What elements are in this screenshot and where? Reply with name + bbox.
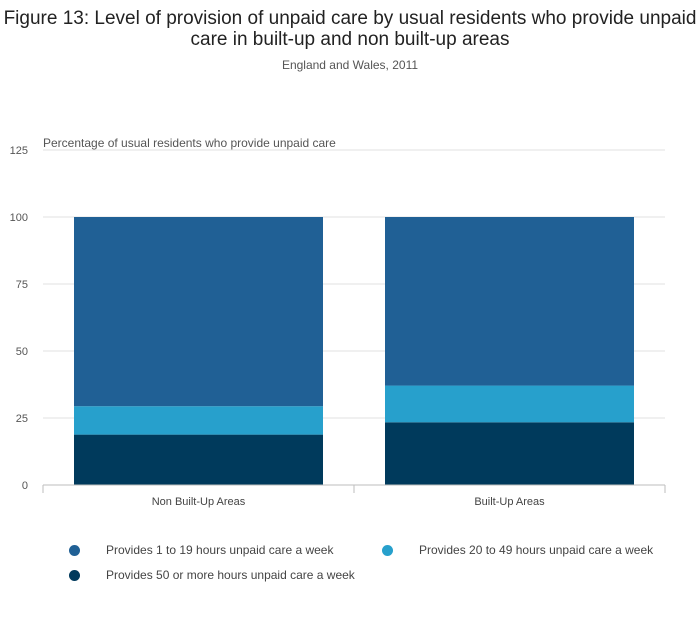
y-axis-label: Percentage of usual residents who provid… bbox=[43, 136, 336, 150]
y-tick-label-50: 50 bbox=[16, 346, 28, 358]
x-tick-label-1: Non Built-Up Areas bbox=[152, 496, 246, 508]
chart-subtitle: England and Wales, 2011 bbox=[281, 58, 419, 72]
bar-2-segment-1 bbox=[385, 422, 634, 485]
y-tick-label-100: 100 bbox=[10, 212, 28, 224]
y-tick-label-25: 25 bbox=[16, 413, 28, 425]
y-tick-label-0: 0 bbox=[22, 480, 28, 492]
y-tick-label-125: 125 bbox=[10, 145, 28, 157]
bar-1-segment-3 bbox=[74, 217, 323, 407]
bar-1-segment-1 bbox=[74, 434, 323, 485]
x-tick-label-2: Built-Up Areas bbox=[474, 496, 545, 508]
bar-2-segment-3 bbox=[385, 217, 634, 386]
y-tick-label-75: 75 bbox=[16, 279, 28, 291]
bar-1-segment-2 bbox=[74, 406, 323, 435]
bar-2-segment-2 bbox=[385, 385, 634, 423]
chart-title: Figure 13: Level of provision of unpaid … bbox=[3, 8, 697, 50]
